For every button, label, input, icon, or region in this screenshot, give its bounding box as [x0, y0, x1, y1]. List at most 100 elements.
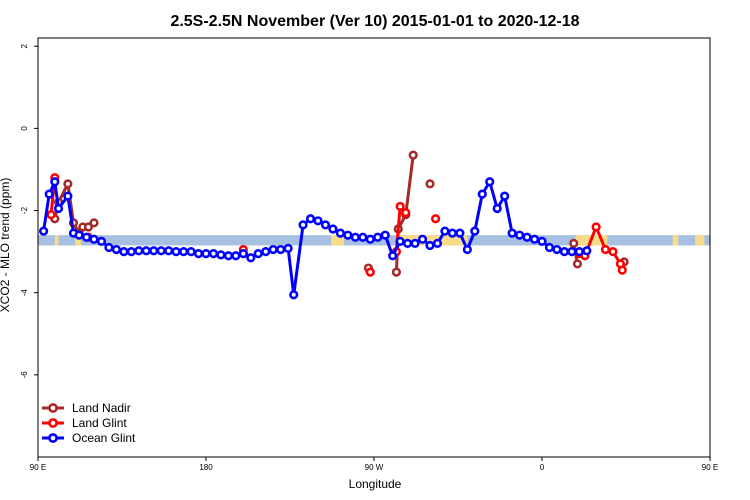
data-point — [201, 249, 211, 259]
data-point — [365, 267, 375, 277]
data-point — [569, 238, 579, 248]
data-point — [529, 234, 540, 244]
data-point — [276, 244, 286, 255]
data-point — [559, 247, 570, 257]
data-point — [53, 203, 64, 214]
legend-item: Land Nadir — [42, 401, 131, 415]
data-point — [432, 238, 443, 248]
data-point — [335, 228, 346, 238]
data-point — [567, 247, 577, 257]
data-point — [417, 234, 428, 244]
x-tick-label: 90 E — [702, 463, 718, 472]
data-point — [572, 259, 583, 269]
data-point — [410, 238, 420, 248]
data-point — [104, 242, 114, 253]
x-axis: 90 E 180 90 W 0 90 E — [30, 457, 718, 472]
data-point — [44, 189, 54, 199]
data-point — [179, 247, 189, 257]
legend-marker — [48, 433, 58, 443]
data-point — [477, 189, 487, 199]
data-point — [238, 249, 248, 259]
land-band-segment — [75, 235, 81, 246]
data-point — [455, 228, 465, 238]
data-point — [440, 226, 450, 236]
data-point — [522, 232, 532, 242]
x-tick-label: 90 E — [30, 463, 46, 472]
data-point — [246, 253, 256, 263]
land-band-segment — [672, 235, 679, 246]
data-point — [343, 230, 353, 240]
y-axis-label: XCO2 - MLO trend (ppm) — [0, 178, 12, 313]
data-point — [89, 218, 99, 228]
y-axis: 2 0 -2 -4 -6 — [20, 43, 38, 378]
series-line-segment — [42, 193, 51, 232]
data-point — [408, 150, 418, 160]
data-point — [425, 240, 435, 251]
data-point — [485, 177, 495, 187]
data-point — [552, 244, 562, 255]
legend-marker — [48, 418, 58, 428]
data-point — [365, 234, 375, 244]
legend-item: Ocean Glint — [42, 431, 136, 445]
series-ocean-glint — [38, 177, 592, 300]
data-point — [283, 243, 293, 253]
land-band-segment — [54, 235, 59, 246]
data-point — [507, 228, 517, 238]
x-axis-label: Longitude — [349, 477, 402, 491]
data-point — [492, 203, 502, 214]
data-point — [373, 232, 383, 242]
series-line-segment — [292, 224, 305, 295]
plot-area — [38, 150, 710, 300]
data-point — [171, 247, 181, 257]
data-point — [164, 246, 174, 256]
series-line-segment — [66, 183, 75, 224]
data-point — [149, 246, 159, 256]
data-point — [289, 290, 299, 300]
land-band-segment — [398, 235, 468, 246]
chart-title: 2.5S-2.5N November (Ver 10) 2015-01-01 t… — [170, 13, 579, 30]
data-point — [46, 210, 56, 220]
data-point — [537, 236, 547, 246]
data-point — [261, 247, 271, 257]
data-point — [462, 244, 472, 255]
data-point — [574, 247, 584, 257]
series-line-segment — [66, 195, 75, 234]
data-point — [328, 224, 338, 234]
data-point — [431, 214, 441, 224]
series-land-glint — [46, 173, 627, 277]
data-point — [89, 234, 99, 244]
data-point — [156, 246, 166, 256]
data-point — [74, 230, 84, 240]
data-point — [514, 230, 525, 240]
data-point — [231, 251, 241, 261]
series-line-segment — [503, 195, 514, 234]
data-point — [111, 244, 121, 255]
legend-label: Ocean Glint — [72, 431, 136, 445]
data-point — [193, 249, 204, 259]
data-point — [544, 242, 555, 253]
data-point — [582, 246, 592, 256]
data-point — [313, 216, 323, 226]
data-point — [305, 214, 316, 224]
data-point — [391, 267, 402, 277]
land-band-segment — [584, 235, 608, 246]
data-point — [126, 247, 136, 257]
data-point — [216, 250, 226, 260]
data-point — [500, 191, 510, 201]
legend-label: Land Nadir — [72, 401, 131, 415]
legend-item: Land Glint — [42, 416, 127, 430]
land-band-segment — [695, 235, 705, 246]
data-point — [298, 220, 308, 230]
data-point — [470, 226, 480, 236]
x-tick-label: 90 W — [365, 463, 384, 472]
data-point — [350, 232, 360, 242]
data-point — [268, 244, 278, 255]
data-point — [208, 249, 219, 259]
data-point — [223, 251, 233, 261]
legend-marker — [48, 403, 58, 413]
y-tick-label: 0 — [20, 126, 29, 131]
data-point — [395, 236, 405, 246]
data-point — [403, 238, 413, 248]
data-point — [96, 236, 107, 246]
